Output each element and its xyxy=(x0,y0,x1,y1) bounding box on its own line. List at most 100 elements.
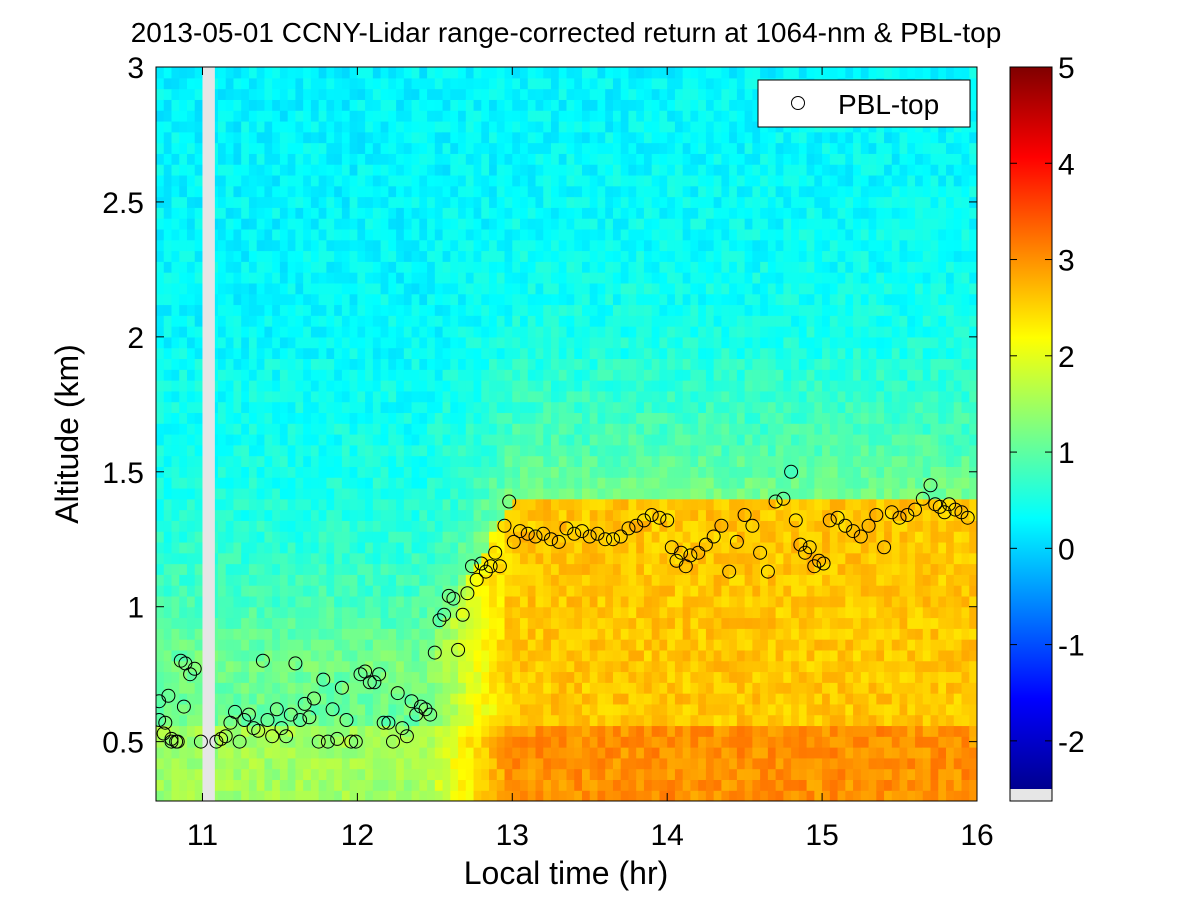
heatmap-cell xyxy=(535,380,544,392)
heatmap-cell xyxy=(396,444,405,457)
heatmap-cell xyxy=(241,380,250,392)
heatmap-cell xyxy=(520,531,529,543)
heatmap-cell xyxy=(504,585,513,597)
heatmap-cell xyxy=(279,585,289,597)
heatmap-cell xyxy=(403,336,413,349)
heatmap-cell xyxy=(543,714,552,727)
heatmap-cell xyxy=(465,639,475,651)
heatmap-cell xyxy=(349,207,358,219)
heatmap-cell xyxy=(179,131,188,144)
heatmap-cell xyxy=(682,574,692,586)
heatmap-cell xyxy=(334,671,343,683)
heatmap-cell xyxy=(512,347,521,360)
heatmap-cell xyxy=(543,790,552,801)
heatmap-cell xyxy=(612,520,622,532)
heatmap-cell xyxy=(248,131,258,144)
heatmap-cell xyxy=(372,747,382,759)
heatmap-cell xyxy=(543,628,552,640)
heatmap-cell xyxy=(403,790,413,801)
heatmap-cell xyxy=(179,779,188,791)
heatmap-cell xyxy=(186,239,196,252)
heatmap-cell xyxy=(705,401,715,414)
heatmap-cell xyxy=(279,649,289,662)
heatmap-cell xyxy=(473,595,482,608)
heatmap-cell xyxy=(597,790,606,801)
heatmap-cell xyxy=(667,315,676,327)
heatmap-cell xyxy=(380,261,389,273)
heatmap-cell xyxy=(318,207,327,219)
heatmap-cell xyxy=(651,606,661,619)
heatmap-cell xyxy=(179,639,188,651)
heatmap-cell xyxy=(233,412,242,424)
heatmap-cell xyxy=(496,401,506,414)
heatmap-cell xyxy=(667,67,676,79)
heatmap-cell xyxy=(427,574,436,586)
heatmap-cell xyxy=(651,261,661,273)
heatmap-cell xyxy=(396,326,405,338)
heatmap-cell xyxy=(318,228,327,241)
heatmap-cell xyxy=(566,520,575,532)
heatmap-cell xyxy=(520,574,529,586)
heatmap-cell xyxy=(318,185,327,198)
heatmap-cell xyxy=(620,660,630,673)
heatmap-cell xyxy=(597,196,606,208)
heatmap-cell xyxy=(241,660,250,673)
heatmap-cell xyxy=(620,714,630,727)
heatmap-cell xyxy=(574,768,583,781)
heatmap-cell xyxy=(427,185,436,198)
heatmap-cell xyxy=(636,617,645,629)
heatmap-cell xyxy=(380,358,389,370)
heatmap-cell xyxy=(589,736,599,748)
heatmap-cell xyxy=(442,250,451,262)
heatmap-cell xyxy=(682,477,692,489)
heatmap-cell xyxy=(597,444,606,457)
heatmap-cell xyxy=(179,671,188,683)
heatmap-cell xyxy=(156,390,165,403)
heatmap-cell xyxy=(589,347,599,360)
heatmap-cell xyxy=(388,487,397,500)
heatmap-cell xyxy=(225,660,235,673)
heatmap-cell xyxy=(535,563,544,575)
heatmap-cell xyxy=(411,67,420,79)
heatmap-cell xyxy=(489,682,498,694)
heatmap-cell xyxy=(628,639,637,651)
heatmap-cell xyxy=(272,142,281,154)
heatmap-cell xyxy=(318,67,327,79)
heatmap-cell xyxy=(481,779,490,791)
heatmap-cell xyxy=(489,164,498,176)
heatmap-cell xyxy=(705,790,715,801)
heatmap-cell xyxy=(473,412,482,424)
heatmap-cell xyxy=(558,67,568,79)
heatmap-cell xyxy=(310,736,320,748)
heatmap-cell xyxy=(287,541,297,554)
heatmap-cell xyxy=(163,88,173,100)
heatmap-cell xyxy=(643,595,653,608)
heatmap-cell xyxy=(705,336,715,349)
heatmap-cell xyxy=(341,239,351,252)
heatmap-cell xyxy=(543,660,552,673)
heatmap-cell xyxy=(326,185,335,198)
heatmap-cell xyxy=(341,326,351,338)
heatmap-cell xyxy=(403,639,413,651)
heatmap-cell xyxy=(241,606,250,619)
heatmap-cell xyxy=(636,487,645,500)
heatmap-cell xyxy=(458,585,467,597)
heatmap-cell xyxy=(543,779,552,791)
heatmap-cell xyxy=(318,444,327,457)
heatmap-cell xyxy=(295,261,304,273)
heatmap-cell xyxy=(659,552,668,565)
heatmap-cell xyxy=(535,682,544,694)
heatmap-cell xyxy=(217,207,227,219)
heatmap-cell xyxy=(163,272,173,284)
heatmap-cell xyxy=(279,434,289,446)
heatmap-cell xyxy=(241,142,250,154)
heatmap-cell xyxy=(558,628,568,640)
heatmap-cell xyxy=(388,196,397,208)
heatmap-cell xyxy=(156,423,165,435)
heatmap-cell xyxy=(450,218,459,230)
heatmap-cell xyxy=(512,110,521,122)
heatmap-cell xyxy=(434,380,444,392)
heatmap-cell xyxy=(310,174,320,187)
heatmap-cell xyxy=(372,520,382,532)
heatmap-cell xyxy=(156,725,165,737)
